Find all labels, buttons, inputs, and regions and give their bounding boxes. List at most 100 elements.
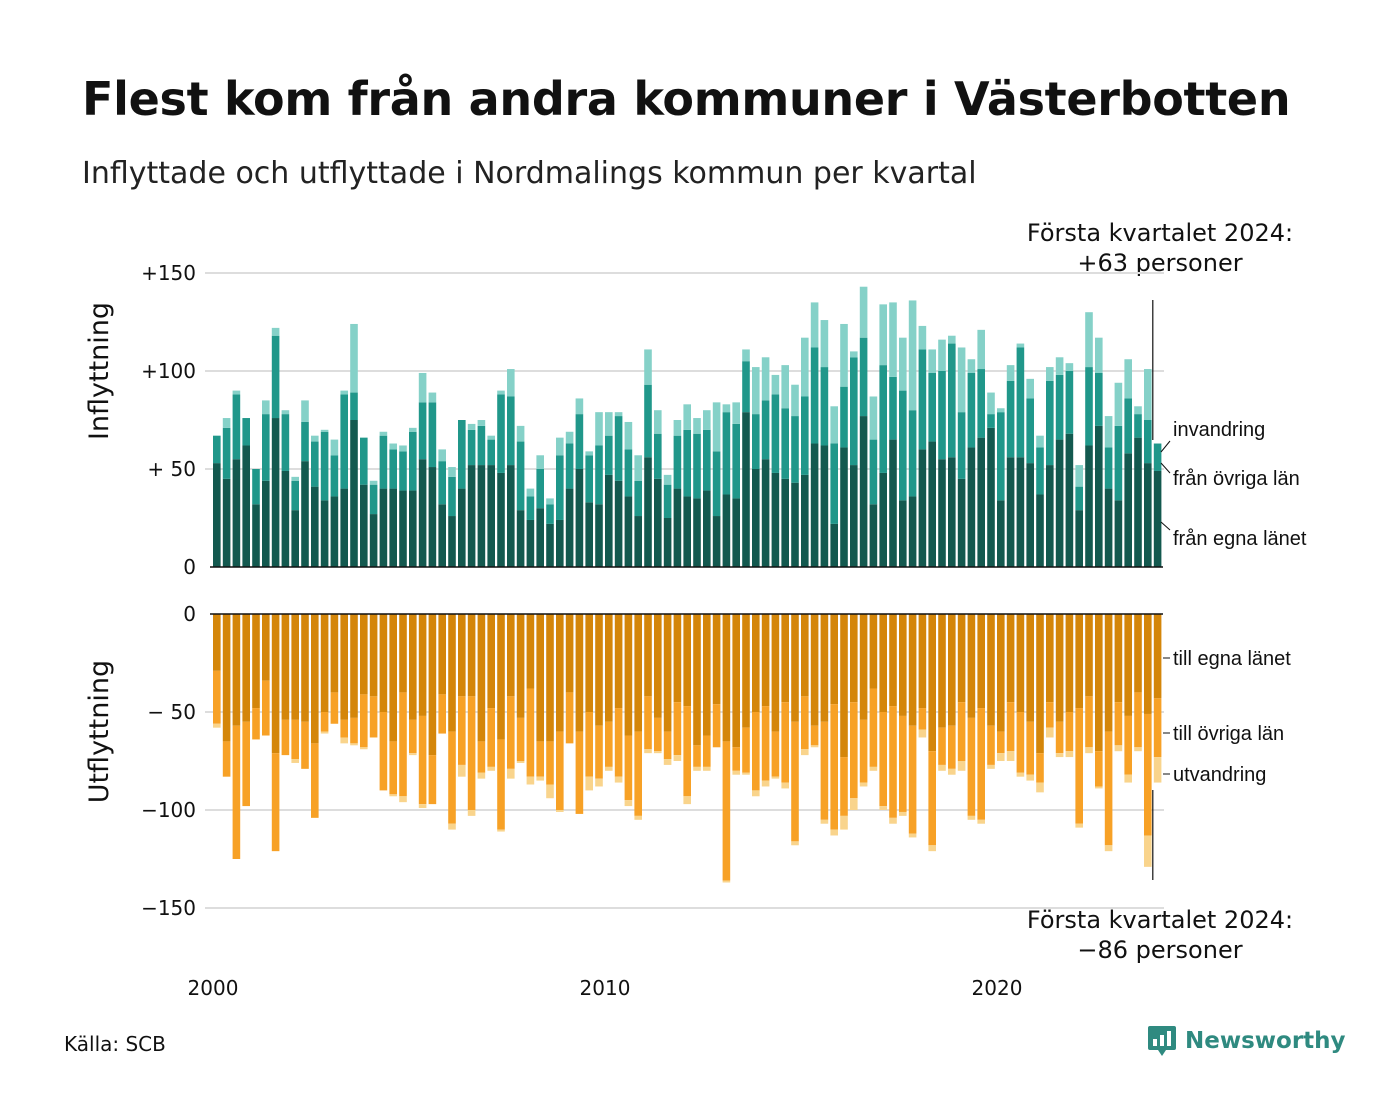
bar-in-0 bbox=[389, 488, 397, 567]
segment-label-connector bbox=[1160, 440, 1171, 453]
bar-out-1 bbox=[967, 717, 976, 816]
bar-out-0 bbox=[683, 614, 691, 707]
bar-in-2 bbox=[1134, 406, 1142, 415]
bar-out-0 bbox=[908, 614, 917, 726]
bar-out-0 bbox=[340, 614, 348, 720]
bar-out-0 bbox=[712, 614, 721, 705]
bar-out-1 bbox=[742, 727, 750, 773]
bar-in-2 bbox=[1026, 378, 1034, 399]
bar-in-1 bbox=[1006, 380, 1015, 458]
bar-out-2 bbox=[761, 780, 770, 787]
bar-out-2 bbox=[957, 761, 966, 771]
bar-out-0 bbox=[477, 614, 486, 742]
newsworthy-logo-icon bbox=[1148, 1026, 1176, 1056]
bar-in-2 bbox=[683, 404, 691, 430]
bar-out-0 bbox=[997, 614, 1005, 732]
bar-in-0 bbox=[938, 459, 946, 567]
bar-out-0 bbox=[771, 614, 780, 732]
bar-in-2 bbox=[409, 427, 417, 432]
bar-in-1 bbox=[791, 416, 799, 483]
bars-inflyttning bbox=[213, 286, 1162, 567]
bar-out-1 bbox=[399, 692, 407, 797]
bar-out-1 bbox=[1026, 721, 1034, 775]
bar-out-2 bbox=[507, 768, 515, 779]
segment-label-bottom: utvandring bbox=[1173, 764, 1266, 786]
bar-in-1 bbox=[997, 412, 1005, 501]
bar-in-1 bbox=[399, 451, 407, 491]
bar-in-0 bbox=[752, 469, 760, 567]
bar-out-1 bbox=[624, 735, 633, 801]
bar-in-0 bbox=[330, 496, 339, 567]
bar-in-1 bbox=[575, 414, 584, 469]
newsworthy-logo[interactable]: Newsworthy bbox=[1147, 1024, 1346, 1058]
bar-in-1 bbox=[634, 480, 642, 517]
bar-in-0 bbox=[1036, 494, 1044, 567]
bar-out-2 bbox=[1046, 727, 1054, 738]
bar-in-0 bbox=[869, 504, 878, 567]
bar-out-2 bbox=[1055, 753, 1064, 758]
bar-out-0 bbox=[810, 614, 819, 726]
bar-out-0 bbox=[830, 614, 838, 705]
bar-out-0 bbox=[1016, 614, 1025, 712]
bar-in-2 bbox=[1124, 359, 1132, 399]
bar-out-1 bbox=[1153, 698, 1162, 758]
bar-out-0 bbox=[242, 614, 250, 722]
bar-in-0 bbox=[781, 478, 789, 567]
bar-in-2 bbox=[614, 412, 623, 417]
bar-in-0 bbox=[507, 465, 515, 567]
bar-out-0 bbox=[565, 614, 574, 693]
bar-in-1 bbox=[693, 433, 701, 499]
bar-out-2 bbox=[644, 749, 652, 754]
bar-out-2 bbox=[1134, 747, 1142, 752]
bar-in-0 bbox=[340, 488, 348, 567]
bar-in-1 bbox=[340, 394, 348, 489]
bar-in-1 bbox=[1016, 347, 1025, 458]
bar-out-0 bbox=[673, 614, 682, 703]
segment-label-connector bbox=[1160, 462, 1171, 474]
bar-out-0 bbox=[350, 614, 358, 718]
bar-out-1 bbox=[507, 696, 515, 769]
bar-in-1 bbox=[918, 349, 927, 450]
bar-in-1 bbox=[722, 412, 731, 495]
bar-in-0 bbox=[624, 496, 633, 567]
bar-in-0 bbox=[957, 478, 966, 567]
bar-in-2 bbox=[732, 402, 740, 424]
bar-in-2 bbox=[722, 404, 731, 413]
bar-out-2 bbox=[771, 776, 780, 779]
bar-out-0 bbox=[1006, 614, 1015, 703]
y-tick-label: +100 bbox=[141, 359, 196, 383]
bar-in-0 bbox=[830, 523, 838, 567]
bar-in-1 bbox=[889, 376, 897, 440]
bar-in-1 bbox=[526, 496, 535, 520]
bar-in-1 bbox=[1153, 443, 1162, 471]
bar-in-1 bbox=[311, 441, 319, 487]
bar-in-0 bbox=[928, 441, 936, 567]
bar-out-0 bbox=[732, 614, 740, 748]
bar-in-0 bbox=[791, 482, 799, 567]
bar-in-1 bbox=[271, 335, 280, 419]
bar-out-2 bbox=[320, 731, 329, 734]
bar-in-0 bbox=[673, 488, 682, 567]
bar-in-2 bbox=[997, 408, 1005, 413]
bar-out-2 bbox=[928, 845, 936, 852]
bar-out-2 bbox=[448, 823, 456, 830]
bar-out-2 bbox=[350, 743, 358, 746]
bar-in-2 bbox=[801, 337, 809, 397]
bar-out-2 bbox=[389, 794, 397, 797]
bar-out-2 bbox=[585, 776, 593, 791]
bar-in-0 bbox=[1006, 457, 1015, 567]
bar-out-1 bbox=[830, 704, 838, 830]
bar-in-1 bbox=[458, 420, 466, 489]
bar-in-0 bbox=[693, 498, 701, 567]
bar-out-2 bbox=[291, 759, 299, 763]
bar-in-0 bbox=[997, 500, 1005, 567]
bar-in-0 bbox=[761, 459, 770, 567]
bar-in-2 bbox=[575, 398, 584, 415]
bar-in-0 bbox=[536, 508, 544, 567]
bar-in-0 bbox=[556, 519, 564, 567]
bar-out-0 bbox=[850, 614, 858, 703]
bar-out-1 bbox=[438, 694, 446, 734]
bar-in-0 bbox=[575, 469, 584, 567]
bar-in-1 bbox=[781, 408, 789, 479]
